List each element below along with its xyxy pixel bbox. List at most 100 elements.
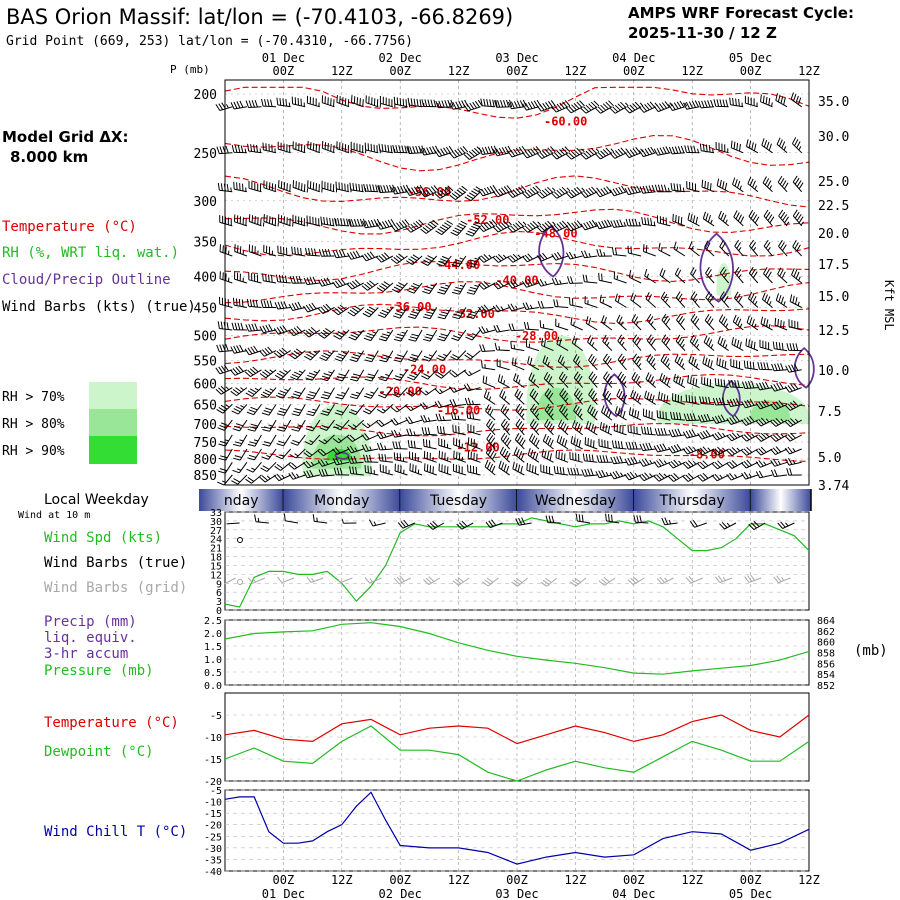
wind-barb [361, 280, 379, 291]
wind-barb [291, 404, 306, 417]
wind-barb [599, 421, 613, 436]
weekday-label: Wednesday [535, 493, 616, 509]
temperature-contour-label: -16.00 [437, 403, 480, 417]
wind-barb [507, 99, 527, 110]
wind-barb [553, 299, 569, 308]
panel-tick-label: 0.0 [204, 681, 222, 692]
wind-barb [232, 419, 248, 432]
wind-barb [719, 266, 730, 284]
wind-barb [686, 181, 700, 193]
wind-barb [653, 443, 671, 453]
wind-barb [464, 397, 481, 406]
top-hour-label: 12Z [681, 64, 703, 78]
wind-barb [247, 434, 262, 447]
wind-barb [405, 219, 425, 233]
wind-barb [434, 387, 452, 395]
wind-barb [551, 251, 569, 261]
wind-barb [376, 281, 394, 293]
wind-barb [363, 329, 379, 342]
wind-barb [526, 339, 540, 352]
wind-barb [262, 142, 277, 154]
wind-barb [653, 458, 671, 468]
wind-barb [485, 446, 497, 463]
wind-barb [565, 100, 585, 114]
wind-barb [527, 356, 540, 371]
wind-barb [246, 404, 262, 416]
wind-barb [598, 272, 613, 284]
weekday-band [517, 489, 634, 511]
wind-barb [527, 448, 540, 463]
wind-barb [231, 474, 248, 485]
wind-barb [304, 350, 321, 361]
wind-barb [467, 424, 481, 436]
wind-barb [291, 419, 306, 432]
height-kft-label: 7.5 [818, 405, 841, 420]
wind-barb [682, 100, 700, 110]
wind-barb [726, 415, 744, 425]
wind-barb [376, 404, 394, 414]
wind-barb [219, 244, 233, 257]
pressure-tick-label: 800 [194, 453, 217, 468]
true-wind-barb [456, 520, 474, 530]
wind-barb [755, 399, 773, 410]
wind-barb [246, 461, 262, 473]
wind-barb [277, 214, 294, 227]
wind-barb [646, 353, 657, 371]
wind-speed-label: Wind Spd (kts) [44, 530, 162, 546]
wind-barb [602, 353, 613, 371]
wind-barb [761, 292, 773, 308]
weekday-band [199, 489, 284, 511]
grid-wind-barb [277, 576, 295, 584]
wind-barb [632, 334, 642, 351]
wind-barb [726, 447, 744, 456]
wind-barb [303, 448, 321, 458]
wind-barb [667, 459, 686, 469]
wind-barb [570, 317, 583, 331]
forecast-cycle-label: AMPS WRF Forecast Cycle: [628, 4, 854, 22]
wind-barb [730, 358, 744, 371]
rh-region-80 [750, 400, 790, 421]
wind-barb [219, 271, 233, 284]
panel-tick-label: -5 [210, 786, 222, 797]
wind-barb [291, 96, 306, 108]
panel-tick-label: -5 [210, 711, 222, 722]
wind-barb [219, 215, 233, 227]
wind-barb [743, 360, 758, 371]
wind-barb [715, 141, 729, 154]
panel-tick-label: 0.5 [204, 668, 222, 679]
wind-barb [567, 467, 583, 476]
wind-barb [756, 381, 773, 391]
wind-barb [318, 248, 335, 257]
wind-barb [569, 297, 583, 308]
wind-barb [448, 145, 469, 159]
wind-barb [378, 453, 393, 463]
wind-barb [361, 251, 379, 262]
wind-barb [730, 140, 744, 154]
wind-barb [690, 291, 700, 308]
wind-barb [333, 467, 350, 476]
wind-barb [507, 185, 527, 199]
wind-barb [733, 210, 745, 227]
wind-barb [784, 418, 802, 428]
wind-barb [230, 100, 247, 110]
wind-barb [318, 327, 335, 339]
wind-barb [363, 183, 381, 193]
wind-barb [522, 185, 542, 199]
wind-barb [688, 241, 700, 257]
wind-barb [617, 371, 627, 388]
wind-barb [625, 218, 642, 227]
wind-barb [364, 369, 379, 382]
wind-barb [643, 244, 656, 257]
wind-barb [346, 434, 364, 443]
wind-barb [405, 254, 423, 266]
wind-barb [391, 184, 410, 195]
wind-barb [551, 100, 571, 113]
weekday-label: Tuesday [429, 493, 487, 509]
bottom-hour-label: 12Z [565, 873, 587, 887]
wind-barb [638, 101, 658, 113]
wind-barb [512, 461, 525, 476]
wind-barb [697, 460, 715, 470]
wind-barb [453, 437, 467, 450]
wind-barb [305, 247, 320, 257]
